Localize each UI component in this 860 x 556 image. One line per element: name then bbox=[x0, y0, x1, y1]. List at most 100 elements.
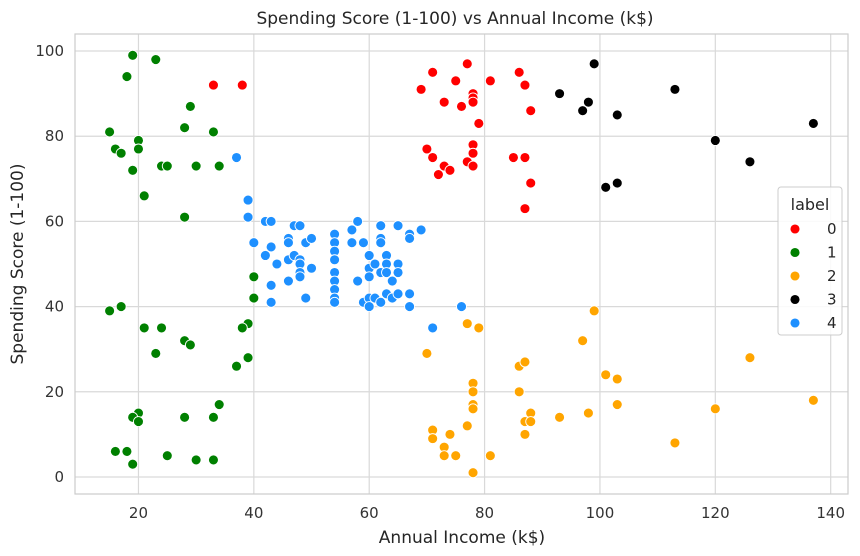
data-point bbox=[427, 152, 439, 163]
data-point bbox=[133, 143, 144, 155]
data-point bbox=[127, 164, 139, 176]
legend-marker bbox=[789, 317, 801, 329]
data-point bbox=[248, 292, 260, 304]
data-point bbox=[525, 105, 537, 117]
data-point bbox=[138, 190, 150, 202]
data-point bbox=[807, 394, 819, 406]
data-point bbox=[121, 71, 133, 83]
data-point bbox=[467, 403, 479, 415]
data-point bbox=[190, 160, 202, 172]
data-point bbox=[363, 301, 375, 313]
x-tick-label: 140 bbox=[816, 504, 845, 522]
data-point bbox=[554, 411, 566, 423]
data-point bbox=[807, 117, 819, 129]
data-point bbox=[669, 437, 681, 449]
data-point bbox=[190, 454, 202, 466]
data-point bbox=[461, 58, 473, 70]
data-point bbox=[456, 301, 467, 313]
series-4 bbox=[231, 152, 467, 334]
data-point bbox=[444, 428, 456, 440]
data-point bbox=[294, 271, 306, 283]
data-point bbox=[259, 250, 271, 261]
data-point bbox=[669, 83, 681, 95]
data-point bbox=[525, 177, 537, 189]
data-point bbox=[115, 147, 127, 159]
data-point bbox=[346, 224, 358, 236]
data-point bbox=[577, 105, 589, 117]
data-point bbox=[554, 88, 566, 100]
data-point bbox=[357, 237, 369, 249]
data-point bbox=[467, 147, 479, 159]
data-point bbox=[231, 360, 242, 372]
data-point bbox=[709, 403, 721, 415]
data-point bbox=[519, 79, 531, 91]
data-point bbox=[709, 135, 721, 146]
x-tick-label: 80 bbox=[475, 504, 494, 522]
data-point bbox=[306, 262, 317, 274]
data-point bbox=[115, 301, 127, 313]
data-point bbox=[392, 267, 404, 278]
data-point bbox=[179, 211, 191, 223]
y-tick-label: 40 bbox=[45, 298, 64, 316]
chart-title: Spending Score (1-100) vs Annual Income … bbox=[256, 9, 653, 29]
data-point bbox=[438, 96, 450, 108]
data-point bbox=[744, 156, 756, 168]
legend-label: 3 bbox=[827, 291, 837, 309]
x-tick-label: 100 bbox=[586, 504, 615, 522]
plot-area-frame bbox=[74, 33, 849, 495]
data-point bbox=[513, 66, 525, 78]
data-point bbox=[432, 169, 444, 181]
data-point bbox=[427, 322, 439, 334]
data-point bbox=[104, 126, 116, 138]
data-point bbox=[450, 450, 462, 462]
data-point bbox=[611, 373, 623, 385]
legend-marker bbox=[789, 294, 801, 305]
y-tick-label: 0 bbox=[54, 468, 64, 486]
data-point bbox=[156, 322, 167, 334]
data-point bbox=[600, 181, 612, 193]
data-point bbox=[179, 411, 191, 423]
legend-label: 4 bbox=[827, 314, 837, 332]
data-point bbox=[744, 352, 756, 364]
series-0 bbox=[207, 58, 537, 215]
data-point bbox=[473, 117, 485, 129]
data-point bbox=[375, 296, 387, 308]
legend-label: 2 bbox=[827, 267, 837, 285]
data-point bbox=[363, 250, 375, 261]
legend: label 0 1 2 3 4 bbox=[777, 186, 843, 336]
data-point bbox=[484, 75, 496, 87]
x-tick-label: 120 bbox=[701, 504, 730, 522]
data-point bbox=[127, 458, 139, 470]
data-point bbox=[161, 160, 173, 172]
data-point bbox=[386, 275, 398, 287]
data-point bbox=[109, 445, 121, 457]
data-point bbox=[248, 237, 260, 249]
x-tick-label: 60 bbox=[360, 504, 379, 522]
data-point bbox=[461, 420, 473, 432]
series-3 bbox=[554, 58, 819, 193]
data-point bbox=[248, 271, 260, 283]
data-point bbox=[415, 83, 427, 95]
data-point bbox=[392, 288, 404, 300]
data-point bbox=[404, 301, 416, 313]
data-point bbox=[444, 164, 456, 176]
data-points bbox=[104, 49, 819, 479]
y-tick-label: 20 bbox=[45, 383, 64, 401]
y-tick-label: 100 bbox=[35, 42, 64, 60]
data-point bbox=[507, 152, 519, 163]
data-point bbox=[282, 275, 294, 287]
x-tick-label: 40 bbox=[244, 504, 263, 522]
data-point bbox=[207, 126, 219, 138]
data-point bbox=[207, 454, 219, 466]
data-point bbox=[161, 450, 173, 462]
data-point bbox=[582, 96, 594, 108]
data-point bbox=[421, 143, 433, 155]
data-point bbox=[519, 203, 531, 215]
data-point bbox=[467, 467, 479, 479]
data-point bbox=[427, 66, 439, 78]
data-point bbox=[611, 177, 623, 189]
data-point bbox=[467, 160, 479, 172]
data-point bbox=[346, 237, 358, 249]
